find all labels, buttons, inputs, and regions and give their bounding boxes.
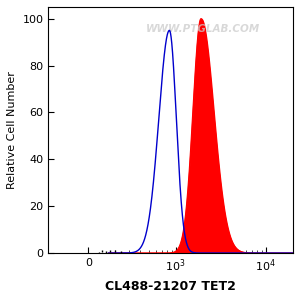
- Text: WWW.PTGLAB.COM: WWW.PTGLAB.COM: [146, 24, 260, 34]
- X-axis label: CL488-21207 TET2: CL488-21207 TET2: [105, 280, 236, 293]
- Y-axis label: Relative Cell Number: Relative Cell Number: [7, 71, 17, 189]
